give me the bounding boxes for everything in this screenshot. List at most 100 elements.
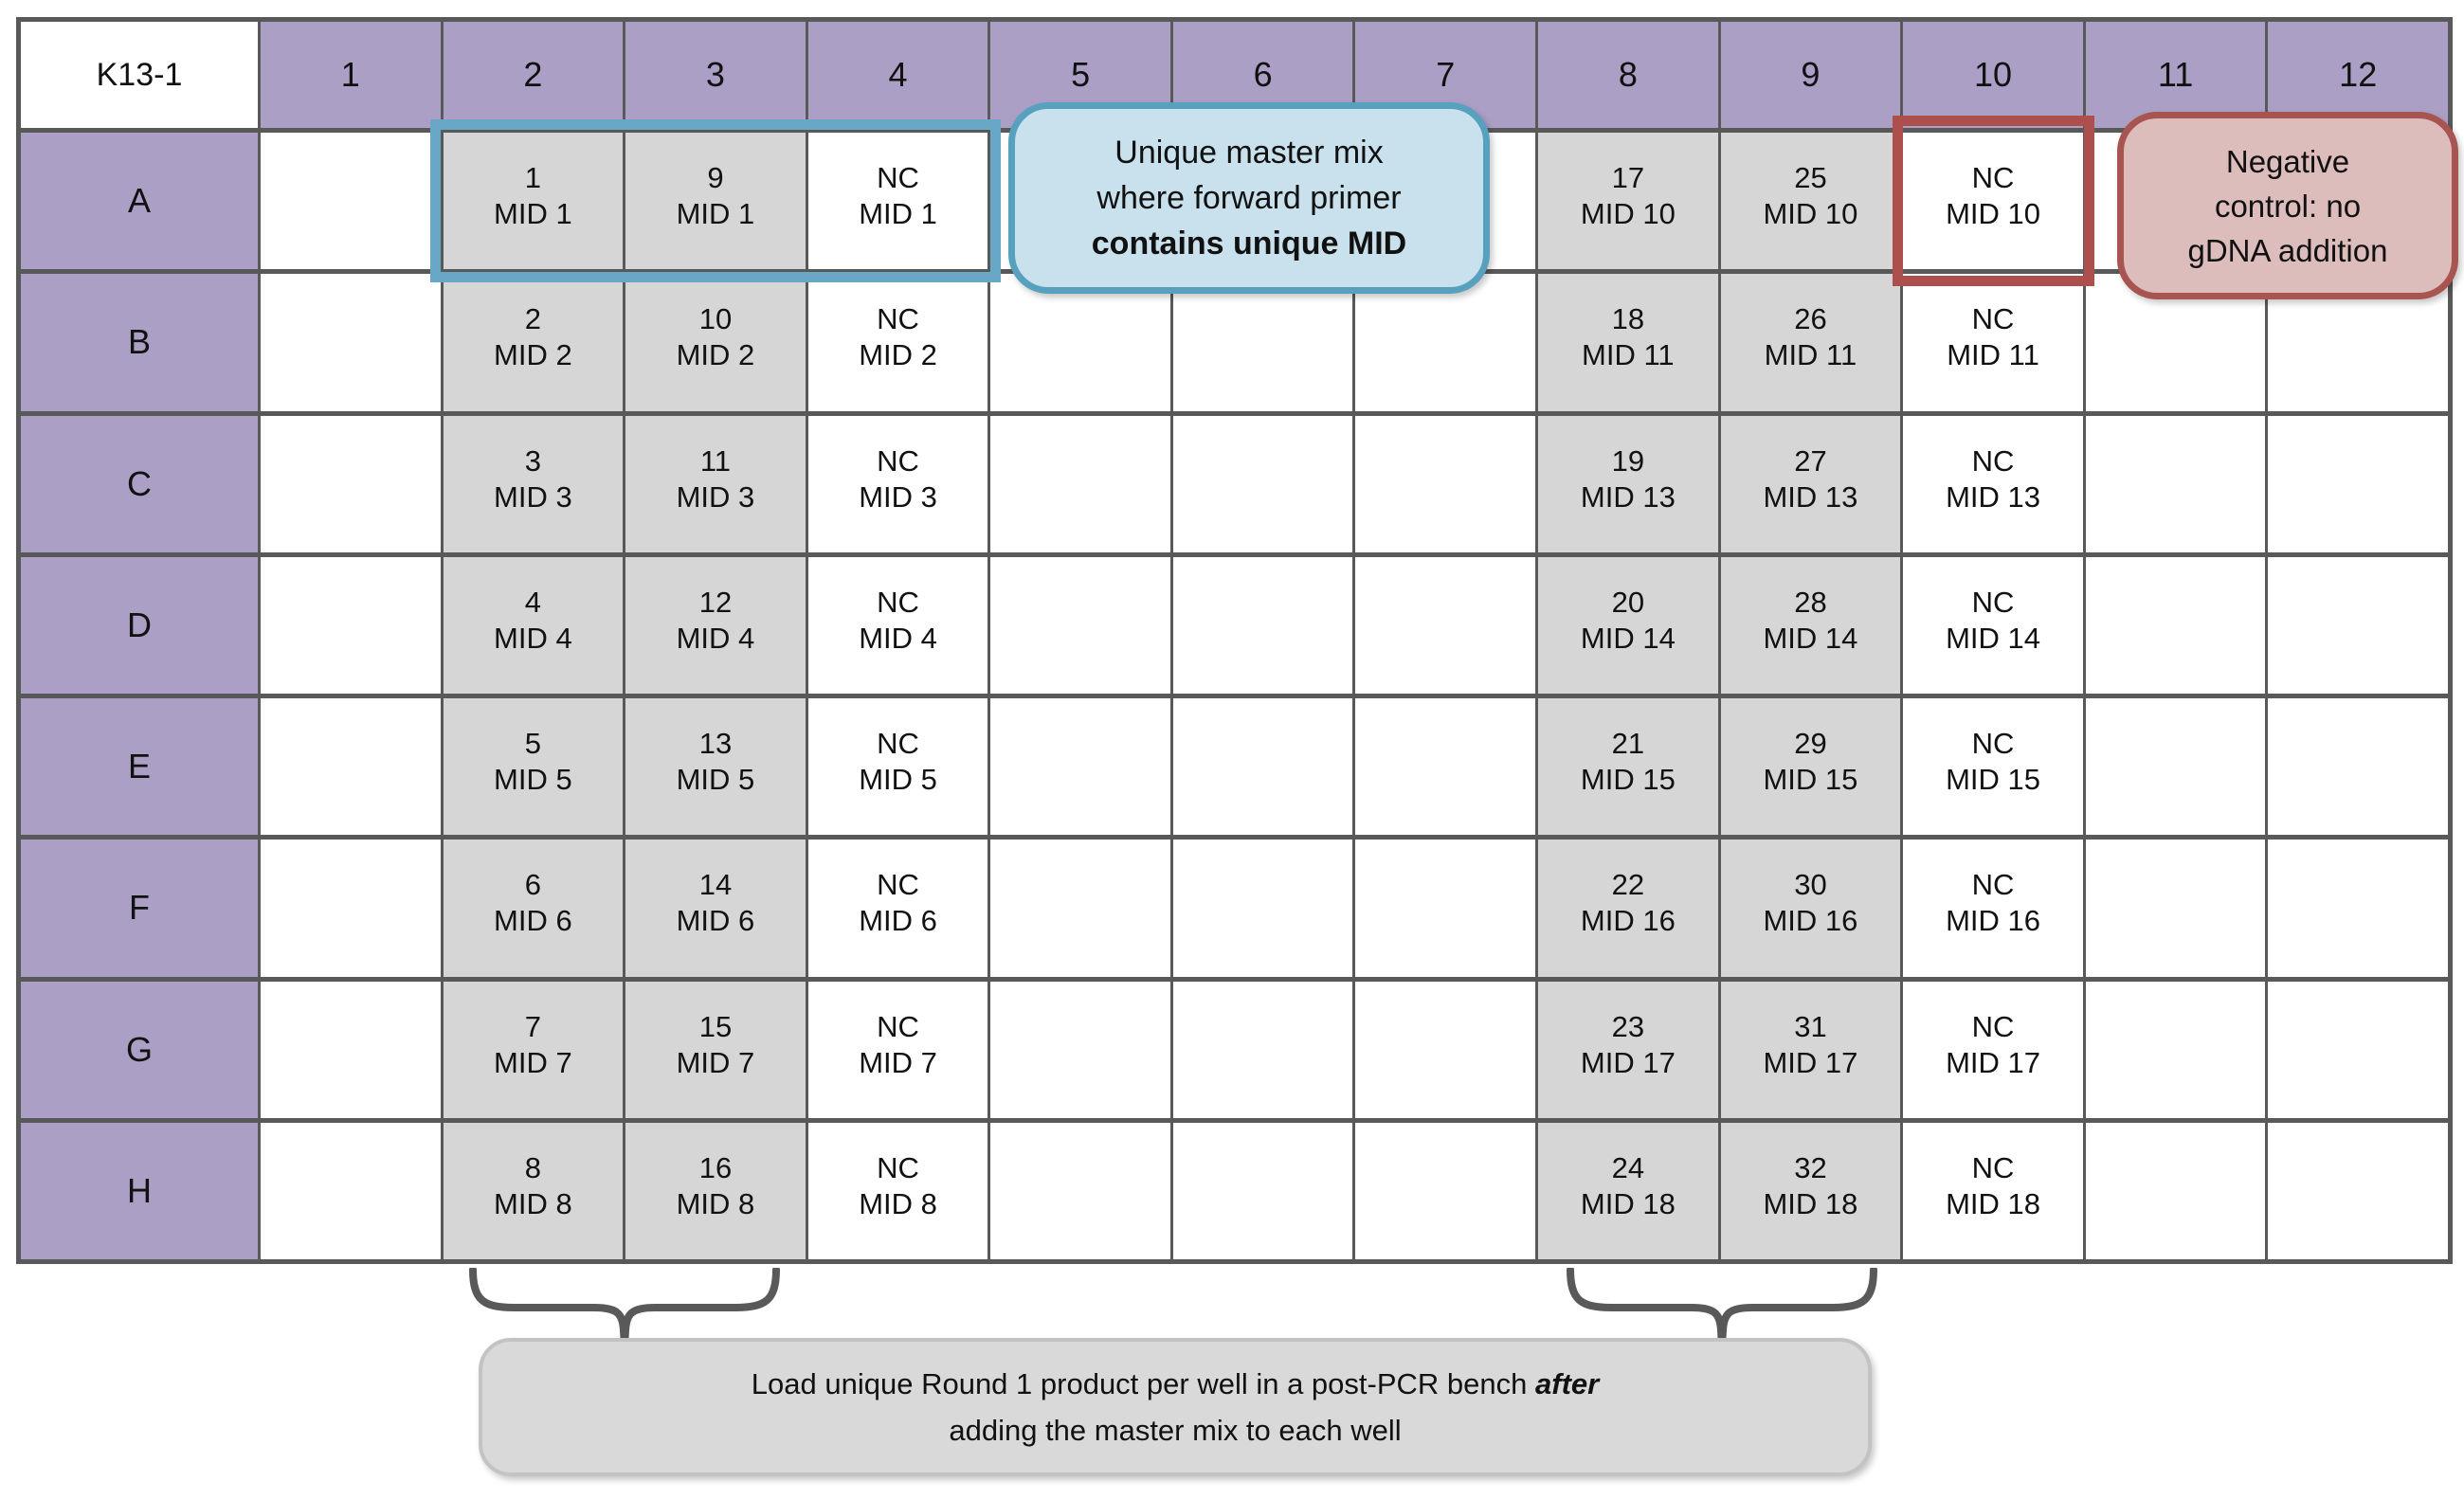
well-F4-mid-label: MID 6 <box>859 904 937 938</box>
well-D9-mid-label: MID 14 <box>1763 621 1858 655</box>
well-E4-top-label: NC <box>877 727 919 761</box>
well-G2-top-label: 7 <box>524 1009 541 1043</box>
well-B10: NC MID 11 <box>1903 274 2083 411</box>
well-C3-top-label: 11 <box>699 443 732 478</box>
well-E9: 29 MID 15 <box>1720 698 1901 836</box>
well-H2: 8 MID 8 <box>443 1122 624 1259</box>
well-D12 <box>2268 556 2448 694</box>
well-B8-mid-label: MID 11 <box>1582 338 1675 372</box>
well-D1 <box>261 556 441 694</box>
well-B2: 2 MID 2 <box>443 274 624 411</box>
well-F3-mid-label: MID 6 <box>676 904 755 938</box>
negative-control-callout: Negative control: no gDNA addition <box>2117 112 2458 299</box>
well-F4: NC MID 6 <box>807 840 988 977</box>
master-mix-callout-line: contains unique MID <box>1091 226 1407 262</box>
well-G12 <box>2268 981 2448 1118</box>
well-C3: 11 MID 3 <box>625 415 806 552</box>
well-E2: 5 MID 5 <box>443 698 624 836</box>
well-F11 <box>2085 840 2266 977</box>
well-E4: NC MID 5 <box>807 698 988 836</box>
well-B10-mid-label: MID 11 <box>1947 338 2039 372</box>
row-header-B: B <box>21 274 258 411</box>
well-G9-top-label: 31 <box>1794 1009 1827 1043</box>
well-H3-mid-label: MID 8 <box>676 1186 755 1220</box>
well-F8: 22 MID 16 <box>1538 840 1718 977</box>
well-H8-mid-label: MID 18 <box>1580 1186 1676 1220</box>
well-F2-top-label: 6 <box>524 868 541 902</box>
negative-control-callout-line: gDNA addition <box>2187 232 2388 268</box>
well-D10-top-label: NC <box>1971 585 2015 619</box>
well-H6 <box>1172 1122 1353 1259</box>
well-E2-mid-label: MID 5 <box>494 763 572 797</box>
well-D8-mid-label: MID 14 <box>1580 621 1676 655</box>
well-B4: NC MID 2 <box>807 274 988 411</box>
well-D10-mid-label: MID 14 <box>1946 621 2040 655</box>
well-B8-top-label: 18 <box>1611 302 1645 336</box>
well-F10-mid-label: MID 16 <box>1946 904 2040 938</box>
well-H12 <box>2268 1122 2448 1259</box>
well-H4-top-label: NC <box>877 1150 919 1184</box>
well-G10-mid-label: MID 17 <box>1946 1045 2040 1079</box>
load-instruction-callout: Load unique Round 1 product per well in … <box>479 1338 1872 1476</box>
well-D4: NC MID 4 <box>807 556 988 694</box>
well-D5 <box>990 556 1170 694</box>
well-C4-mid-label: MID 3 <box>859 479 937 514</box>
row-header-A: A <box>21 133 258 270</box>
well-G3: 15 MID 7 <box>625 981 806 1118</box>
well-E6 <box>1172 698 1353 836</box>
well-F10-top-label: NC <box>1971 868 2015 902</box>
well-A2-top-label: 1 <box>524 161 541 195</box>
well-E4-mid-label: MID 5 <box>859 763 937 797</box>
well-H7 <box>1355 1122 1536 1259</box>
well-H10-top-label: NC <box>1971 1150 2015 1184</box>
load-instruction-line2: adding the master mix to each well <box>949 1414 1402 1447</box>
well-C2-top-label: 3 <box>524 443 541 478</box>
well-B4-top-label: NC <box>877 302 919 336</box>
well-F6 <box>1172 840 1353 977</box>
master-mix-callout-line: Unique master mix <box>1114 135 1384 171</box>
well-B5 <box>990 274 1170 411</box>
well-H8: 24 MID 18 <box>1538 1122 1718 1259</box>
well-D6 <box>1172 556 1353 694</box>
well-F10: NC MID 16 <box>1903 840 2083 977</box>
load-instruction-line1-emphasis: after <box>1535 1367 1600 1400</box>
well-H9: 32 MID 18 <box>1720 1122 1901 1259</box>
well-H4-mid-label: MID 8 <box>859 1186 937 1220</box>
well-E12 <box>2268 698 2448 836</box>
well-A8-mid-label: MID 10 <box>1580 197 1676 231</box>
well-G2-mid-label: MID 7 <box>494 1045 572 1079</box>
well-E8: 21 MID 15 <box>1538 698 1718 836</box>
well-D9-top-label: 28 <box>1794 585 1827 619</box>
row-header-D: D <box>21 556 258 694</box>
negative-control-callout-line: Negative <box>2225 143 2350 179</box>
well-D2: 4 MID 4 <box>443 556 624 694</box>
well-E3: 13 MID 5 <box>625 698 806 836</box>
well-A8: 17 MID 10 <box>1538 133 1718 270</box>
well-C9-top-label: 27 <box>1794 443 1827 478</box>
well-C4-top-label: NC <box>877 443 919 478</box>
well-G2: 7 MID 7 <box>443 981 624 1118</box>
well-B9: 26 MID 11 <box>1720 274 1901 411</box>
well-D2-mid-label: MID 4 <box>494 621 572 655</box>
well-C2-mid-label: MID 3 <box>494 479 572 514</box>
well-B2-top-label: 2 <box>524 302 541 336</box>
load-instruction-line1-text: Load unique Round 1 product per well in … <box>751 1367 1535 1400</box>
well-G5 <box>990 981 1170 1118</box>
well-D3-top-label: 12 <box>698 585 733 619</box>
well-G9: 31 MID 17 <box>1720 981 1901 1118</box>
well-H11 <box>2085 1122 2266 1259</box>
well-D8: 20 MID 14 <box>1538 556 1718 694</box>
well-H10-mid-label: MID 18 <box>1946 1186 2040 1220</box>
well-C6 <box>1172 415 1353 552</box>
well-H8-top-label: 24 <box>1611 1150 1645 1184</box>
well-C1 <box>261 415 441 552</box>
well-G8-mid-label: MID 17 <box>1580 1045 1676 1079</box>
master-mix-callout: Unique master mix where forward primer c… <box>1008 102 1490 294</box>
well-A2: 1 MID 1 <box>443 133 624 270</box>
well-F1 <box>261 840 441 977</box>
well-C8: 19 MID 13 <box>1538 415 1718 552</box>
row-header-G: G <box>21 981 258 1118</box>
column-header-11: 11 <box>2085 22 2266 128</box>
well-E10: NC MID 15 <box>1903 698 2083 836</box>
well-D7 <box>1355 556 1536 694</box>
